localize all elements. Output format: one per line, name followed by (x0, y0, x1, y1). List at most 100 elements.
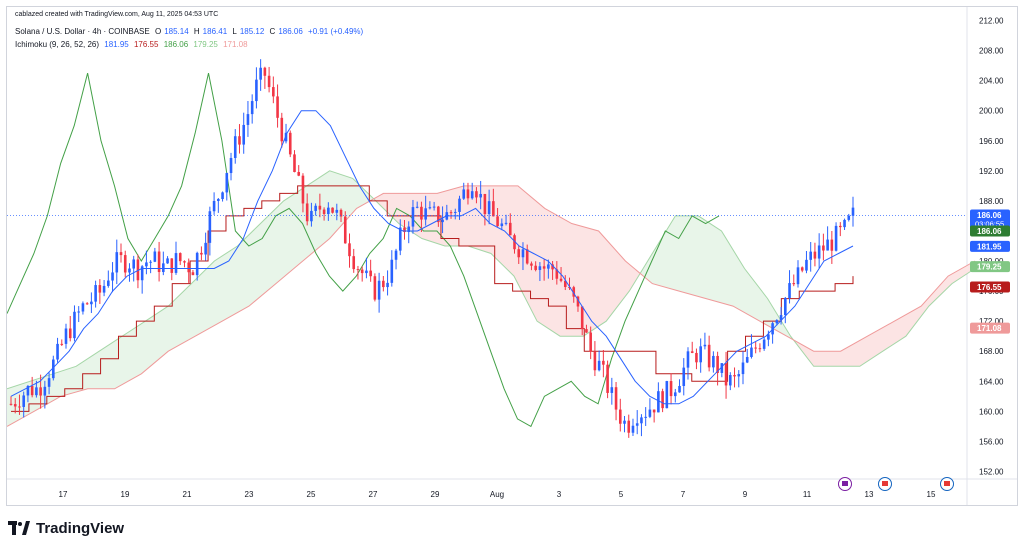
ichimoku-cloud-segment (727, 239, 730, 306)
candle-body-down (517, 249, 521, 258)
price-tag-box (970, 209, 1010, 230)
ichimoku-title: Ichimoku (9, 26, 52, 26) (15, 40, 100, 49)
candle-body-down (68, 328, 72, 339)
x-axis-tick-label: Aug (490, 490, 504, 499)
symbol-title: Solana / U.S. Dollar · 4h · COINBASE (15, 27, 150, 36)
ichimoku-legend[interactable]: Ichimoku (9, 26, 52, 26) 181.95 176.55 1… (15, 40, 251, 49)
ichimoku-cloud-segment (229, 249, 232, 318)
x-axis-tick-label: 9 (743, 490, 748, 499)
candle-body-down (589, 332, 592, 352)
ichimoku-cloud-segment (277, 204, 280, 283)
ichimoku-cloud-segment (7, 387, 10, 427)
candle-body-down (191, 272, 195, 276)
y-axis-tick-label: 172.00 (979, 317, 1004, 326)
ichimoku-cloud-segment (448, 189, 451, 246)
candle-body-down (187, 262, 191, 273)
ichimoku-cloud-segment (151, 315, 154, 366)
candle-body-down (343, 216, 347, 244)
candle-body-down (170, 258, 174, 273)
candle-body-down (551, 264, 554, 270)
ichimoku-cloud-segment (685, 215, 688, 294)
ichimoku-cloud-segment (802, 344, 805, 355)
candle-body-up (432, 206, 436, 208)
candle-body-up (470, 191, 474, 199)
ichimoku-cloud-segment (325, 171, 328, 243)
ichimoku-cloud-segment (178, 293, 181, 346)
ichimoku-cloud-segment (403, 193, 406, 229)
candle-body-down (276, 96, 279, 118)
y-axis-tick-label: 156.00 (979, 437, 1004, 446)
ichimoku-cloud-segment (958, 268, 961, 280)
x-axis-tick-label: 29 (431, 490, 440, 499)
ichimoku-cloud-segment (142, 321, 145, 374)
ichimoku-cloud-segment (376, 195, 379, 205)
candle-body-up (225, 173, 229, 193)
candle-body-up (149, 261, 152, 263)
ichimoku-cloud-segment (706, 220, 709, 300)
ichimoku-cloud-segment (316, 177, 319, 250)
ichimoku-cloud-segment (472, 185, 475, 249)
ichimoku-cloud-segment (433, 193, 436, 244)
tradingview-branding[interactable]: TradingView (8, 516, 124, 540)
ichimoku-cloud-segment (481, 185, 484, 252)
candle-body-up (153, 251, 157, 262)
ichimoku-cloud-segment (622, 257, 625, 301)
candle-body-up (111, 272, 114, 281)
x-axis-tick-label: 25 (307, 490, 316, 499)
ichimoku-cloud-segment (886, 324, 889, 350)
ichimoku-cloud-segment (577, 224, 580, 337)
ichimoku-cloud-segment (550, 211, 553, 332)
candle-body-down (576, 296, 580, 307)
candle-body-down (695, 352, 698, 363)
ichimoku-cloud-segment (670, 219, 673, 290)
ichimoku-cloud-segment (280, 201, 283, 281)
ichimoku-cloud-segment (520, 187, 523, 294)
ichimoku-cloud-segment (877, 329, 880, 356)
ichimoku-cloud-segment (736, 254, 739, 310)
ichimoku-cloud-segment (184, 287, 187, 343)
candle-body-up (284, 132, 288, 142)
ichimoku-cloud-segment (835, 351, 838, 367)
ichimoku-cloud-segment (214, 259, 217, 326)
ichimoku-cloud-segment (955, 270, 958, 282)
candle-body-down (800, 267, 804, 271)
candle-body-down (492, 201, 495, 217)
ichimoku-cloud-segment (523, 190, 526, 300)
candle-body-down (606, 364, 609, 393)
price-tag-countdown: 03:06:55 (975, 219, 1004, 228)
ichimoku-cloud-segment (859, 339, 862, 367)
ichimoku-cloud-segment (169, 302, 172, 351)
ichimoku-cloud-segment (406, 193, 409, 231)
ichimoku-cloud-segment (109, 342, 112, 389)
ichimoku-cloud-segment (331, 171, 334, 237)
candle-body-up (390, 259, 394, 283)
ichimoku-cloud-segment (544, 207, 547, 328)
ichimoku-cloud-segment (295, 191, 298, 268)
candle-body-up (229, 157, 233, 174)
chart-frame[interactable]: 212.00 208.00 204.00 200.00 196.00 192.00 188.… (6, 6, 1018, 506)
ichimoku-cloud-segment (283, 199, 286, 278)
candle-body-down (475, 191, 478, 198)
candle-body-down (263, 67, 267, 76)
price-tag-value: 171.08 (977, 324, 1002, 333)
candle-body-down (822, 245, 825, 251)
candle-body-up (212, 200, 216, 212)
ichimoku-cloud-segment (451, 188, 454, 246)
ichimoku-cloud-segment (703, 218, 706, 299)
symbol-legend[interactable]: Solana / U.S. Dollar · 4h · COINBASE O 18… (15, 27, 366, 36)
ichimoku-cloud-segment (532, 197, 535, 318)
price-chart[interactable]: 212.00 208.00 204.00 200.00 196.00 192.00 188.… (7, 7, 1017, 505)
candle-body-up (826, 239, 829, 251)
ichimoku-cloud-segment (130, 329, 133, 381)
candle-body-down (267, 75, 271, 88)
ichimoku-cloud-segment (97, 350, 100, 389)
ichimoku-cloud-segment (67, 368, 70, 395)
candle-body-up (737, 374, 741, 377)
candle-body-down (614, 387, 618, 410)
price-tag-value: 176.55 (977, 283, 1002, 292)
ichimoku-cloud-segment (463, 185, 466, 246)
candle-body-down (466, 189, 470, 199)
candle-body-down (580, 306, 584, 330)
candle-body-down (716, 355, 719, 373)
candle-body-up (43, 386, 47, 396)
